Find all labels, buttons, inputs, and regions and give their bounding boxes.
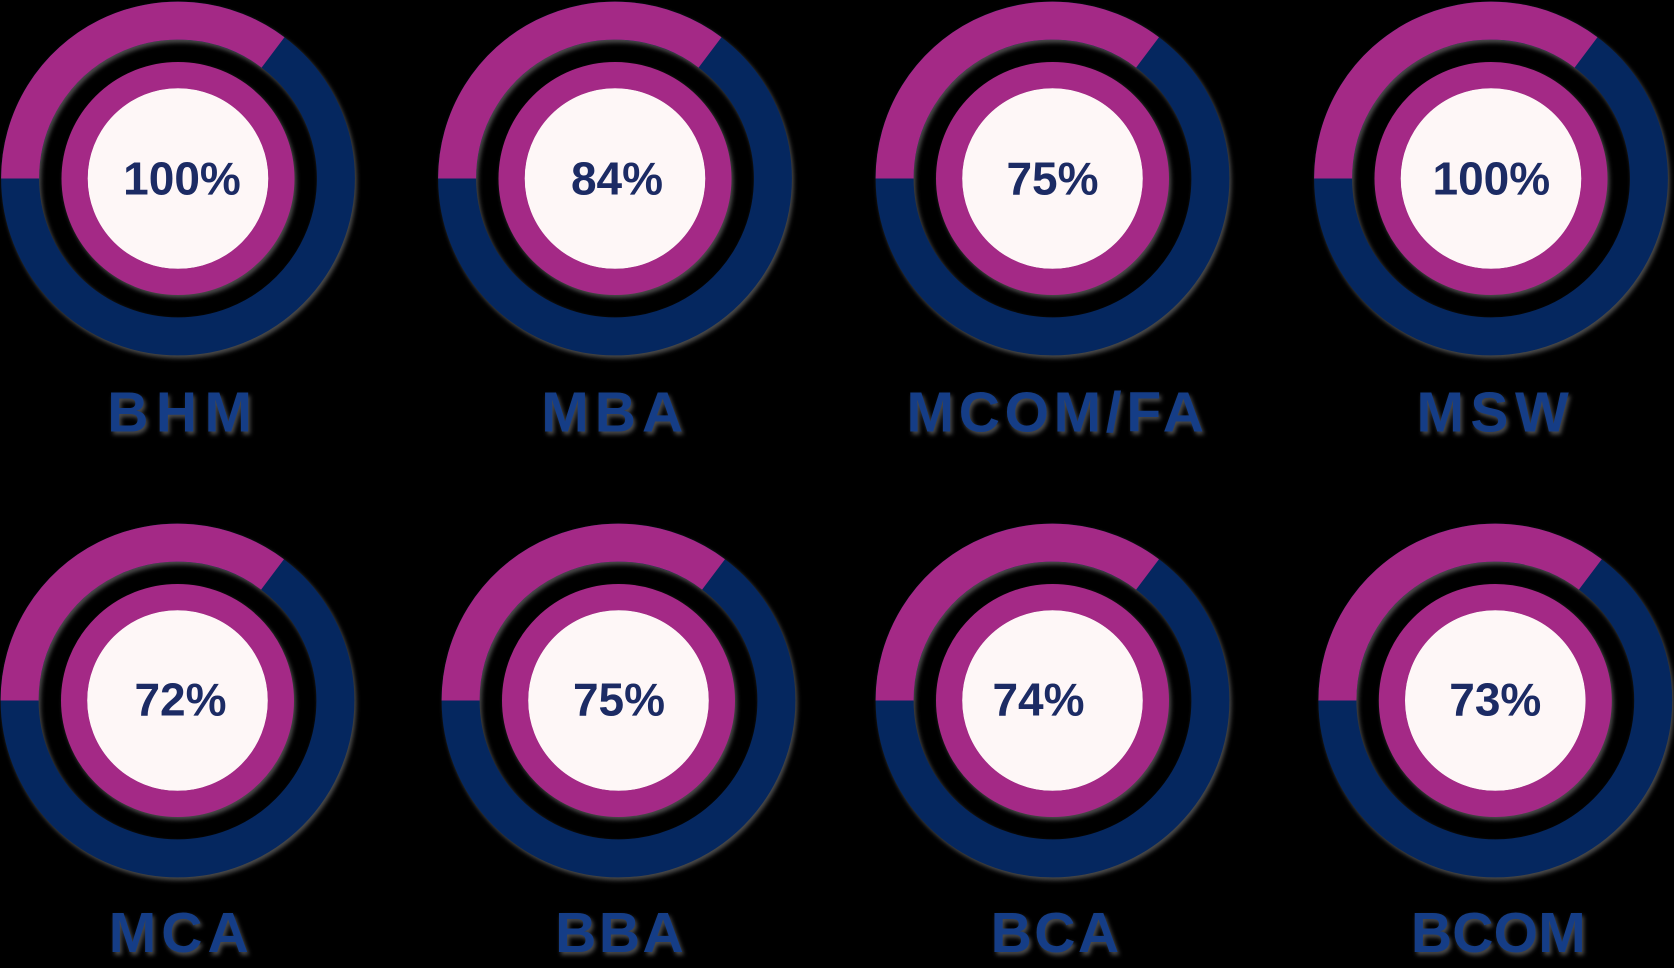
svg-text:BCOM: BCOM: [1411, 901, 1586, 965]
svg-text:MCOM/FA: MCOM/FA: [907, 381, 1209, 445]
svg-text:100%: 100%: [123, 152, 241, 204]
svg-text:74%: 74%: [992, 673, 1084, 725]
svg-text:BCA: BCA: [991, 901, 1122, 965]
svg-text:100%: 100%: [1432, 152, 1550, 204]
svg-text:73%: 73%: [1449, 673, 1541, 725]
svg-text:BHM: BHM: [107, 381, 259, 445]
svg-text:72%: 72%: [134, 673, 226, 725]
svg-text:75%: 75%: [1006, 152, 1098, 204]
svg-text:MBA: MBA: [541, 381, 689, 445]
svg-text:MSW: MSW: [1416, 381, 1575, 445]
svg-text:BBA: BBA: [555, 901, 686, 965]
svg-text:75%: 75%: [573, 673, 665, 725]
svg-text:84%: 84%: [571, 152, 663, 204]
svg-text:MCA: MCA: [109, 901, 254, 965]
